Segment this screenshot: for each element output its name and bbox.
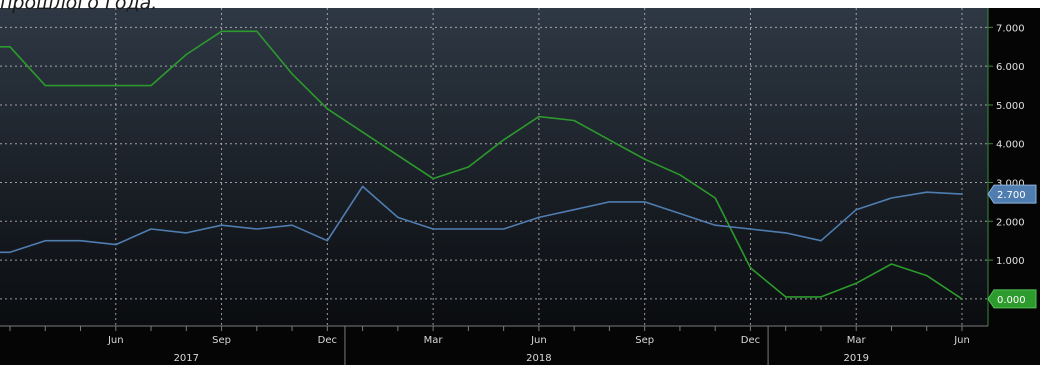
badge-shape <box>987 289 1037 309</box>
x-tick-label: Mar <box>847 335 867 346</box>
series-line-2 <box>0 185 963 254</box>
x-tick-label: Jun <box>953 335 970 346</box>
year-label: 2018 <box>526 353 551 364</box>
y-tick-label: 7.000 <box>996 23 1025 34</box>
plot-background <box>0 8 988 326</box>
last-value-badge-2: 2.700 <box>987 184 1037 204</box>
year-label: 2017 <box>174 353 199 364</box>
y-tick-label: 2.000 <box>996 217 1025 228</box>
x-tick-label: Jun <box>107 335 124 346</box>
year-label: 2019 <box>843 353 868 364</box>
badge-value: 2.700 <box>997 190 1026 201</box>
x-tick-label: Dec <box>318 335 337 346</box>
y-tick-label: 3.000 <box>996 179 1025 190</box>
last-value-badge-1: 0.000 <box>987 289 1037 309</box>
y-tick-label: 5.000 <box>996 101 1025 112</box>
axis-background <box>0 326 988 365</box>
caption-text: прошлого года. <box>0 0 158 14</box>
x-tick-label: Mar <box>424 335 444 346</box>
series-line-1 <box>0 30 963 300</box>
y-tick-label: 6.000 <box>996 62 1025 73</box>
y-tick-label: 1.000 <box>996 256 1025 267</box>
y-tick-label: 4.000 <box>996 140 1025 151</box>
x-tick-label: Jun <box>530 335 547 346</box>
x-tick-label: Dec <box>741 335 760 346</box>
x-tick-label: Sep <box>212 335 231 346</box>
x-tick-label: Sep <box>635 335 654 346</box>
badge-value: 0.000 <box>997 295 1026 306</box>
badge-shape <box>987 184 1037 204</box>
